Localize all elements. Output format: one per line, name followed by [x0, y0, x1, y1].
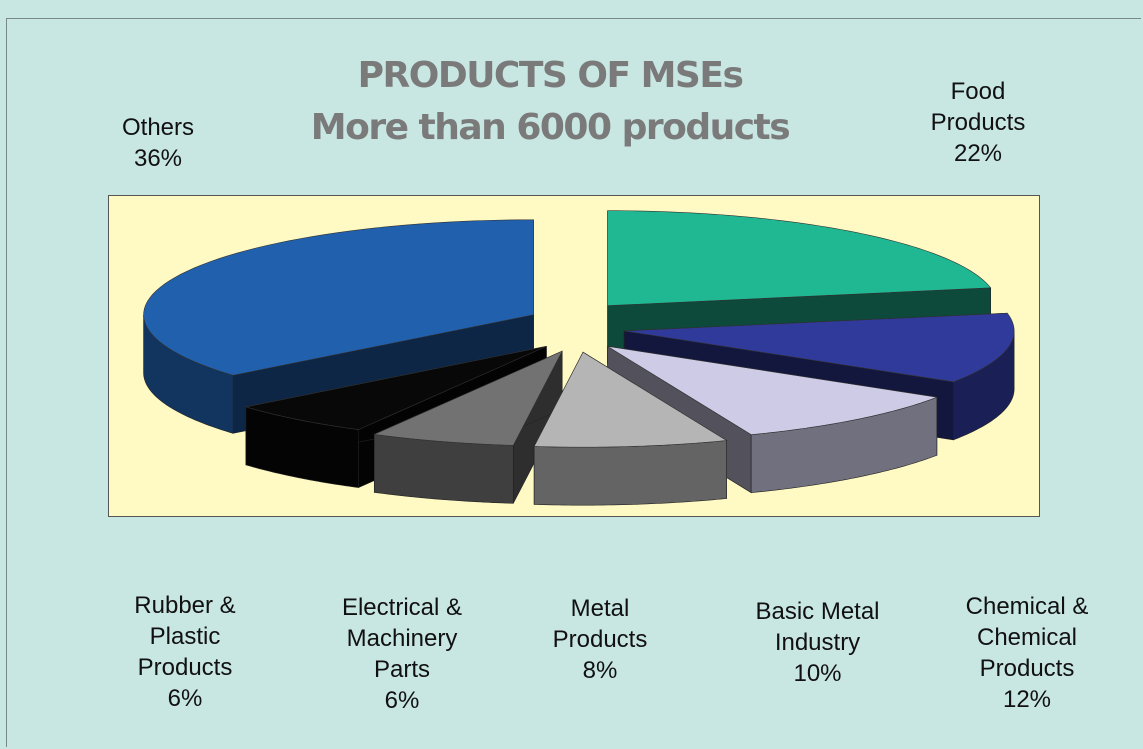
- pie-slice-4: [373, 350, 563, 504]
- legend-label-line: Machinery: [346, 625, 458, 652]
- chart-title-block: PRODUCTS OF MSEs More than 6000 products: [300, 50, 800, 154]
- legend-label-line: Chemical: [976, 624, 1078, 651]
- legend-label-line: Products: [552, 626, 648, 653]
- chart-title: PRODUCTS OF MSEs: [357, 55, 744, 96]
- plot-area: [108, 195, 1040, 517]
- legend-label-line: Industry: [774, 629, 861, 656]
- legend-label-line: Parts: [373, 656, 430, 683]
- pie-slice-3: [533, 351, 728, 506]
- legend-value: 10%: [793, 660, 842, 687]
- legend-label-line: Electrical &: [341, 594, 463, 621]
- legend-label-line: Others: [121, 114, 195, 141]
- legend-label-line: Basic Metal: [755, 598, 880, 625]
- legend-value: 6%: [384, 687, 420, 714]
- legend-label-line: Food: [950, 78, 1006, 105]
- pie-chart: [143, 210, 1015, 506]
- legend-label-line: Rubber &: [134, 592, 236, 619]
- pie-slice-6: [143, 219, 534, 434]
- legend-label-line: Products: [930, 109, 1026, 136]
- chart-subtitle: More than 6000 products: [310, 107, 791, 148]
- legend-value: 22%: [953, 140, 1003, 167]
- legend-value: 8%: [582, 657, 618, 684]
- legend-label-line: Products: [137, 654, 233, 681]
- legend-value: 12%: [1002, 686, 1052, 713]
- legend-label-line: Chemical &: [965, 593, 1089, 620]
- legend-label-line: Products: [979, 655, 1075, 682]
- legend-label-line: Metal: [570, 595, 630, 622]
- legend-label-line: Plastic: [149, 623, 221, 650]
- legend-value: 36%: [133, 145, 183, 172]
- legend-value: 6%: [167, 685, 203, 712]
